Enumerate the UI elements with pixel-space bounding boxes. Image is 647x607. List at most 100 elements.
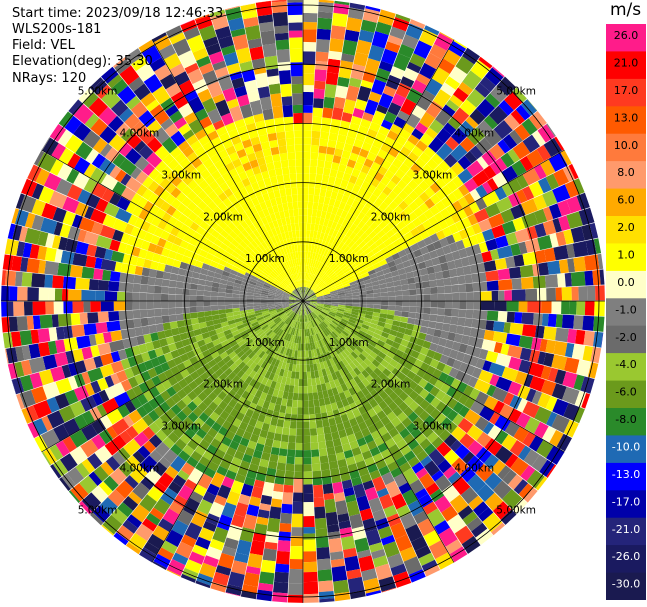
velocity-gate xyxy=(309,173,317,181)
velocity-gate xyxy=(343,99,356,115)
velocity-gate xyxy=(358,330,367,337)
velocity-gate xyxy=(195,462,208,474)
velocity-gate xyxy=(401,284,409,291)
velocity-gate xyxy=(335,354,342,363)
velocity-gate xyxy=(316,28,331,40)
velocity-gate xyxy=(318,315,325,322)
velocity-gate xyxy=(356,278,364,284)
velocity-gate xyxy=(305,343,309,351)
velocity-gate xyxy=(466,424,484,441)
velocity-gate xyxy=(393,205,404,216)
velocity-gate xyxy=(323,375,330,384)
velocity-gate xyxy=(331,565,348,582)
velocity-gate xyxy=(316,303,324,306)
velocity-gate xyxy=(311,327,316,335)
colorbar-tick-label: 6.0 xyxy=(617,194,635,207)
velocity-gate xyxy=(284,470,295,479)
velocity-gate xyxy=(286,195,293,203)
velocity-gate xyxy=(416,306,424,314)
velocity-gate xyxy=(369,469,381,480)
velocity-gate xyxy=(287,334,292,342)
velocity-gate xyxy=(514,312,523,324)
velocity-gate xyxy=(272,592,288,603)
velocity-gate xyxy=(542,426,557,443)
velocity-gate xyxy=(388,164,399,175)
velocity-gate xyxy=(369,242,378,251)
velocity-gate xyxy=(70,313,81,326)
velocity-gate xyxy=(331,295,339,298)
velocity-gate xyxy=(414,157,427,169)
velocity-gate xyxy=(231,384,241,393)
velocity-gate xyxy=(264,354,271,363)
velocity-gate xyxy=(382,186,393,196)
velocity-gate xyxy=(371,548,386,560)
velocity-gate xyxy=(316,39,330,53)
velocity-gate xyxy=(423,355,433,366)
velocity-gate xyxy=(402,376,413,386)
velocity-gate xyxy=(225,446,237,457)
velocity-gate xyxy=(467,255,477,266)
velocity-gate xyxy=(194,444,207,456)
velocity-gate xyxy=(218,400,228,411)
velocity-gate xyxy=(368,193,378,204)
velocity-gate xyxy=(317,279,324,286)
velocity-gate xyxy=(497,465,512,480)
velocity-gate xyxy=(341,253,349,261)
velocity-gate xyxy=(385,318,394,325)
velocity-gate xyxy=(443,466,457,480)
velocity-gate xyxy=(314,326,320,334)
velocity-gate xyxy=(403,195,414,206)
velocity-gate xyxy=(358,265,367,272)
velocity-gate xyxy=(423,294,431,301)
velocity-gate xyxy=(392,449,404,461)
velocity-gate xyxy=(188,551,205,565)
velocity-gate xyxy=(303,230,307,238)
velocity-gate xyxy=(396,438,408,450)
velocity-gate xyxy=(552,218,562,233)
velocity-gate xyxy=(260,368,268,377)
velocity-gate xyxy=(246,303,254,307)
velocity-gate xyxy=(345,346,354,354)
velocity-gate xyxy=(276,49,290,63)
velocity-gate xyxy=(504,421,520,437)
velocity-gate xyxy=(197,401,208,412)
velocity-gate xyxy=(326,315,334,321)
velocity-gate xyxy=(289,173,297,181)
velocity-gate xyxy=(244,25,261,41)
velocity-gate xyxy=(368,91,382,103)
velocity-gate xyxy=(288,583,303,595)
velocity-gate xyxy=(424,392,436,404)
velocity-gate xyxy=(207,427,218,438)
velocity-gate xyxy=(466,301,474,310)
velocity-gate xyxy=(363,158,374,168)
velocity-gate xyxy=(303,296,309,301)
velocity-gate xyxy=(303,258,306,266)
velocity-gate xyxy=(261,422,270,432)
velocity-gate xyxy=(306,265,309,273)
velocity-gate xyxy=(166,420,178,432)
velocity-gate xyxy=(289,421,297,429)
velocity-gate xyxy=(394,285,402,292)
velocity-gate xyxy=(366,250,375,259)
velocity-gate xyxy=(140,275,149,285)
velocity-gate xyxy=(457,417,474,434)
velocity-gate xyxy=(286,144,295,153)
velocity-gate xyxy=(446,409,459,422)
velocity-gate xyxy=(189,306,197,313)
velocity-gate xyxy=(470,59,491,80)
velocity-gate xyxy=(426,266,435,275)
velocity-gate xyxy=(277,390,284,399)
velocity-gate xyxy=(202,491,217,504)
velocity-gate xyxy=(403,556,423,575)
velocity-gate xyxy=(322,360,329,369)
velocity-gate xyxy=(426,158,439,171)
velocity-gate xyxy=(319,455,329,464)
velocity-gate xyxy=(393,257,403,266)
velocity-gate xyxy=(310,299,318,301)
velocity-gate xyxy=(316,325,321,333)
velocity-gate xyxy=(21,272,33,287)
velocity-gate xyxy=(307,290,313,296)
velocity-gate xyxy=(303,222,307,230)
velocity-gate xyxy=(432,351,443,362)
velocity-gate xyxy=(386,130,399,141)
